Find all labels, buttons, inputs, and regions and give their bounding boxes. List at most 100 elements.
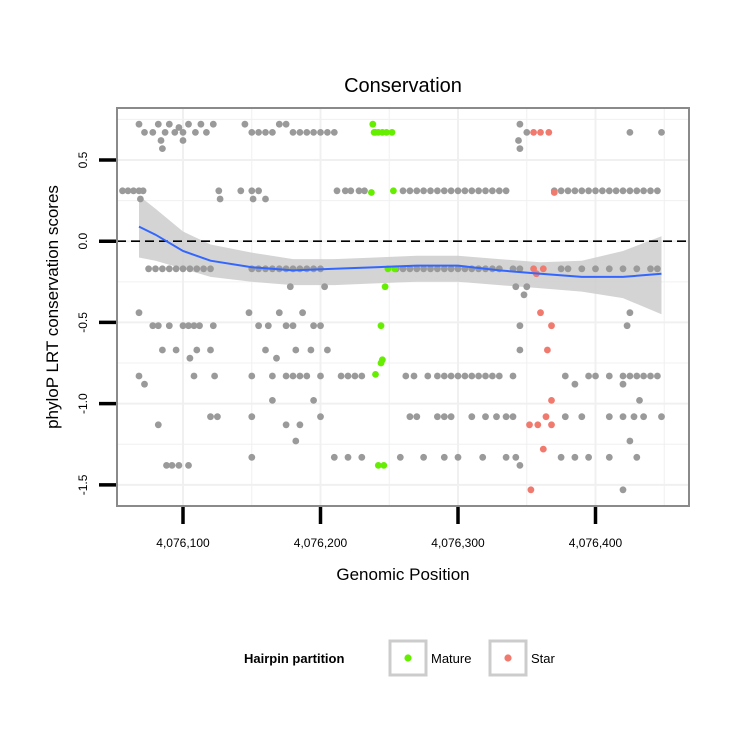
data-point-other (406, 413, 414, 421)
data-point-other (216, 195, 224, 203)
data-point-other (502, 453, 510, 461)
data-point-other (289, 372, 297, 380)
data-point-other (434, 413, 441, 421)
data-point-other (654, 372, 661, 380)
data-point-other (185, 322, 192, 330)
series-other (119, 120, 665, 494)
data-point-other (633, 187, 641, 195)
data-point-other (647, 265, 654, 273)
data-point-other (592, 265, 599, 273)
data-point-other (605, 453, 613, 461)
data-point-other (347, 187, 355, 195)
loess-smooth-line (138, 225, 662, 278)
data-point-mature (390, 187, 397, 195)
data-point-other (564, 187, 572, 195)
data-point-other (495, 372, 503, 380)
data-point-other (619, 187, 627, 195)
data-point-other (592, 187, 599, 195)
data-point-other (196, 322, 203, 330)
data-point-other (512, 453, 520, 461)
data-point-other (149, 322, 157, 330)
data-point-other (489, 187, 496, 195)
data-point-other (361, 187, 368, 195)
data-point-other (523, 129, 531, 136)
data-point-other (647, 372, 654, 380)
data-point-other (200, 265, 208, 273)
data-point-other (245, 309, 253, 317)
data-point-other (619, 486, 627, 494)
x-tick-label: 4,076,400 (569, 536, 623, 550)
data-point-other (282, 421, 290, 429)
data-point-other (605, 187, 613, 195)
data-point-other (192, 129, 199, 136)
data-point-other (207, 413, 214, 421)
data-point-other (578, 413, 586, 421)
data-point-mature (368, 189, 375, 196)
data-point-other (175, 462, 183, 469)
data-point-other (515, 137, 522, 144)
data-point-other (171, 129, 179, 136)
data-point-other (654, 265, 661, 273)
data-point-other (619, 265, 627, 273)
data-point-star (527, 486, 535, 494)
data-point-other (269, 397, 276, 404)
data-point-other (214, 413, 221, 421)
data-point-other (130, 187, 137, 195)
data-point-other (410, 372, 418, 380)
data-point-other (262, 346, 269, 354)
series-star (526, 129, 558, 494)
data-point-other (599, 187, 606, 195)
data-point-other (358, 372, 366, 380)
data-point-other (619, 413, 627, 421)
data-point-other (561, 372, 569, 380)
legend-item-star: Star (488, 639, 556, 677)
data-point-other (344, 372, 352, 380)
data-point-star (539, 445, 547, 453)
data-point-other (159, 145, 166, 153)
data-point-other (186, 354, 194, 362)
x-axis-title: Genomic Position (336, 565, 469, 584)
data-point-other (145, 265, 153, 273)
data-point-other (179, 265, 187, 273)
data-point-other (516, 120, 524, 128)
data-point-other (203, 129, 210, 136)
data-point-other (185, 120, 192, 128)
y-tick-label: -1.5 (76, 474, 90, 495)
data-point-star (548, 397, 555, 404)
data-point-other (154, 120, 162, 128)
data-point-other (626, 309, 634, 317)
data-point-star (537, 309, 544, 317)
data-point-star (544, 346, 551, 354)
data-point-other (269, 129, 276, 136)
data-point-star (545, 129, 553, 136)
data-point-other (592, 372, 599, 380)
data-point-other (207, 265, 214, 273)
data-point-other (165, 265, 173, 273)
data-point-other (324, 346, 331, 354)
data-point-other (509, 413, 517, 421)
data-point-other (502, 413, 510, 421)
data-point-other (413, 187, 421, 195)
data-point-mature (388, 129, 396, 136)
data-point-other (292, 437, 300, 445)
data-point-other (154, 421, 162, 429)
legend-title: Hairpin partition (244, 651, 344, 666)
data-point-other (578, 265, 586, 273)
data-point-other (454, 265, 462, 273)
y-tick-label: 0.0 (76, 233, 90, 250)
data-point-other (633, 372, 641, 380)
data-point-other (165, 322, 173, 330)
y-tick-label: -1.0 (76, 393, 90, 414)
data-point-mature (377, 359, 385, 367)
data-point-other (248, 187, 256, 195)
data-point-other (424, 372, 432, 380)
data-point-other (585, 372, 592, 380)
data-point-other (564, 265, 572, 273)
data-point-other (351, 372, 359, 380)
data-point-other (211, 372, 219, 380)
data-point-other (502, 187, 510, 195)
data-point-other (440, 453, 448, 461)
data-point-other (172, 265, 180, 273)
data-point-other (489, 372, 496, 380)
